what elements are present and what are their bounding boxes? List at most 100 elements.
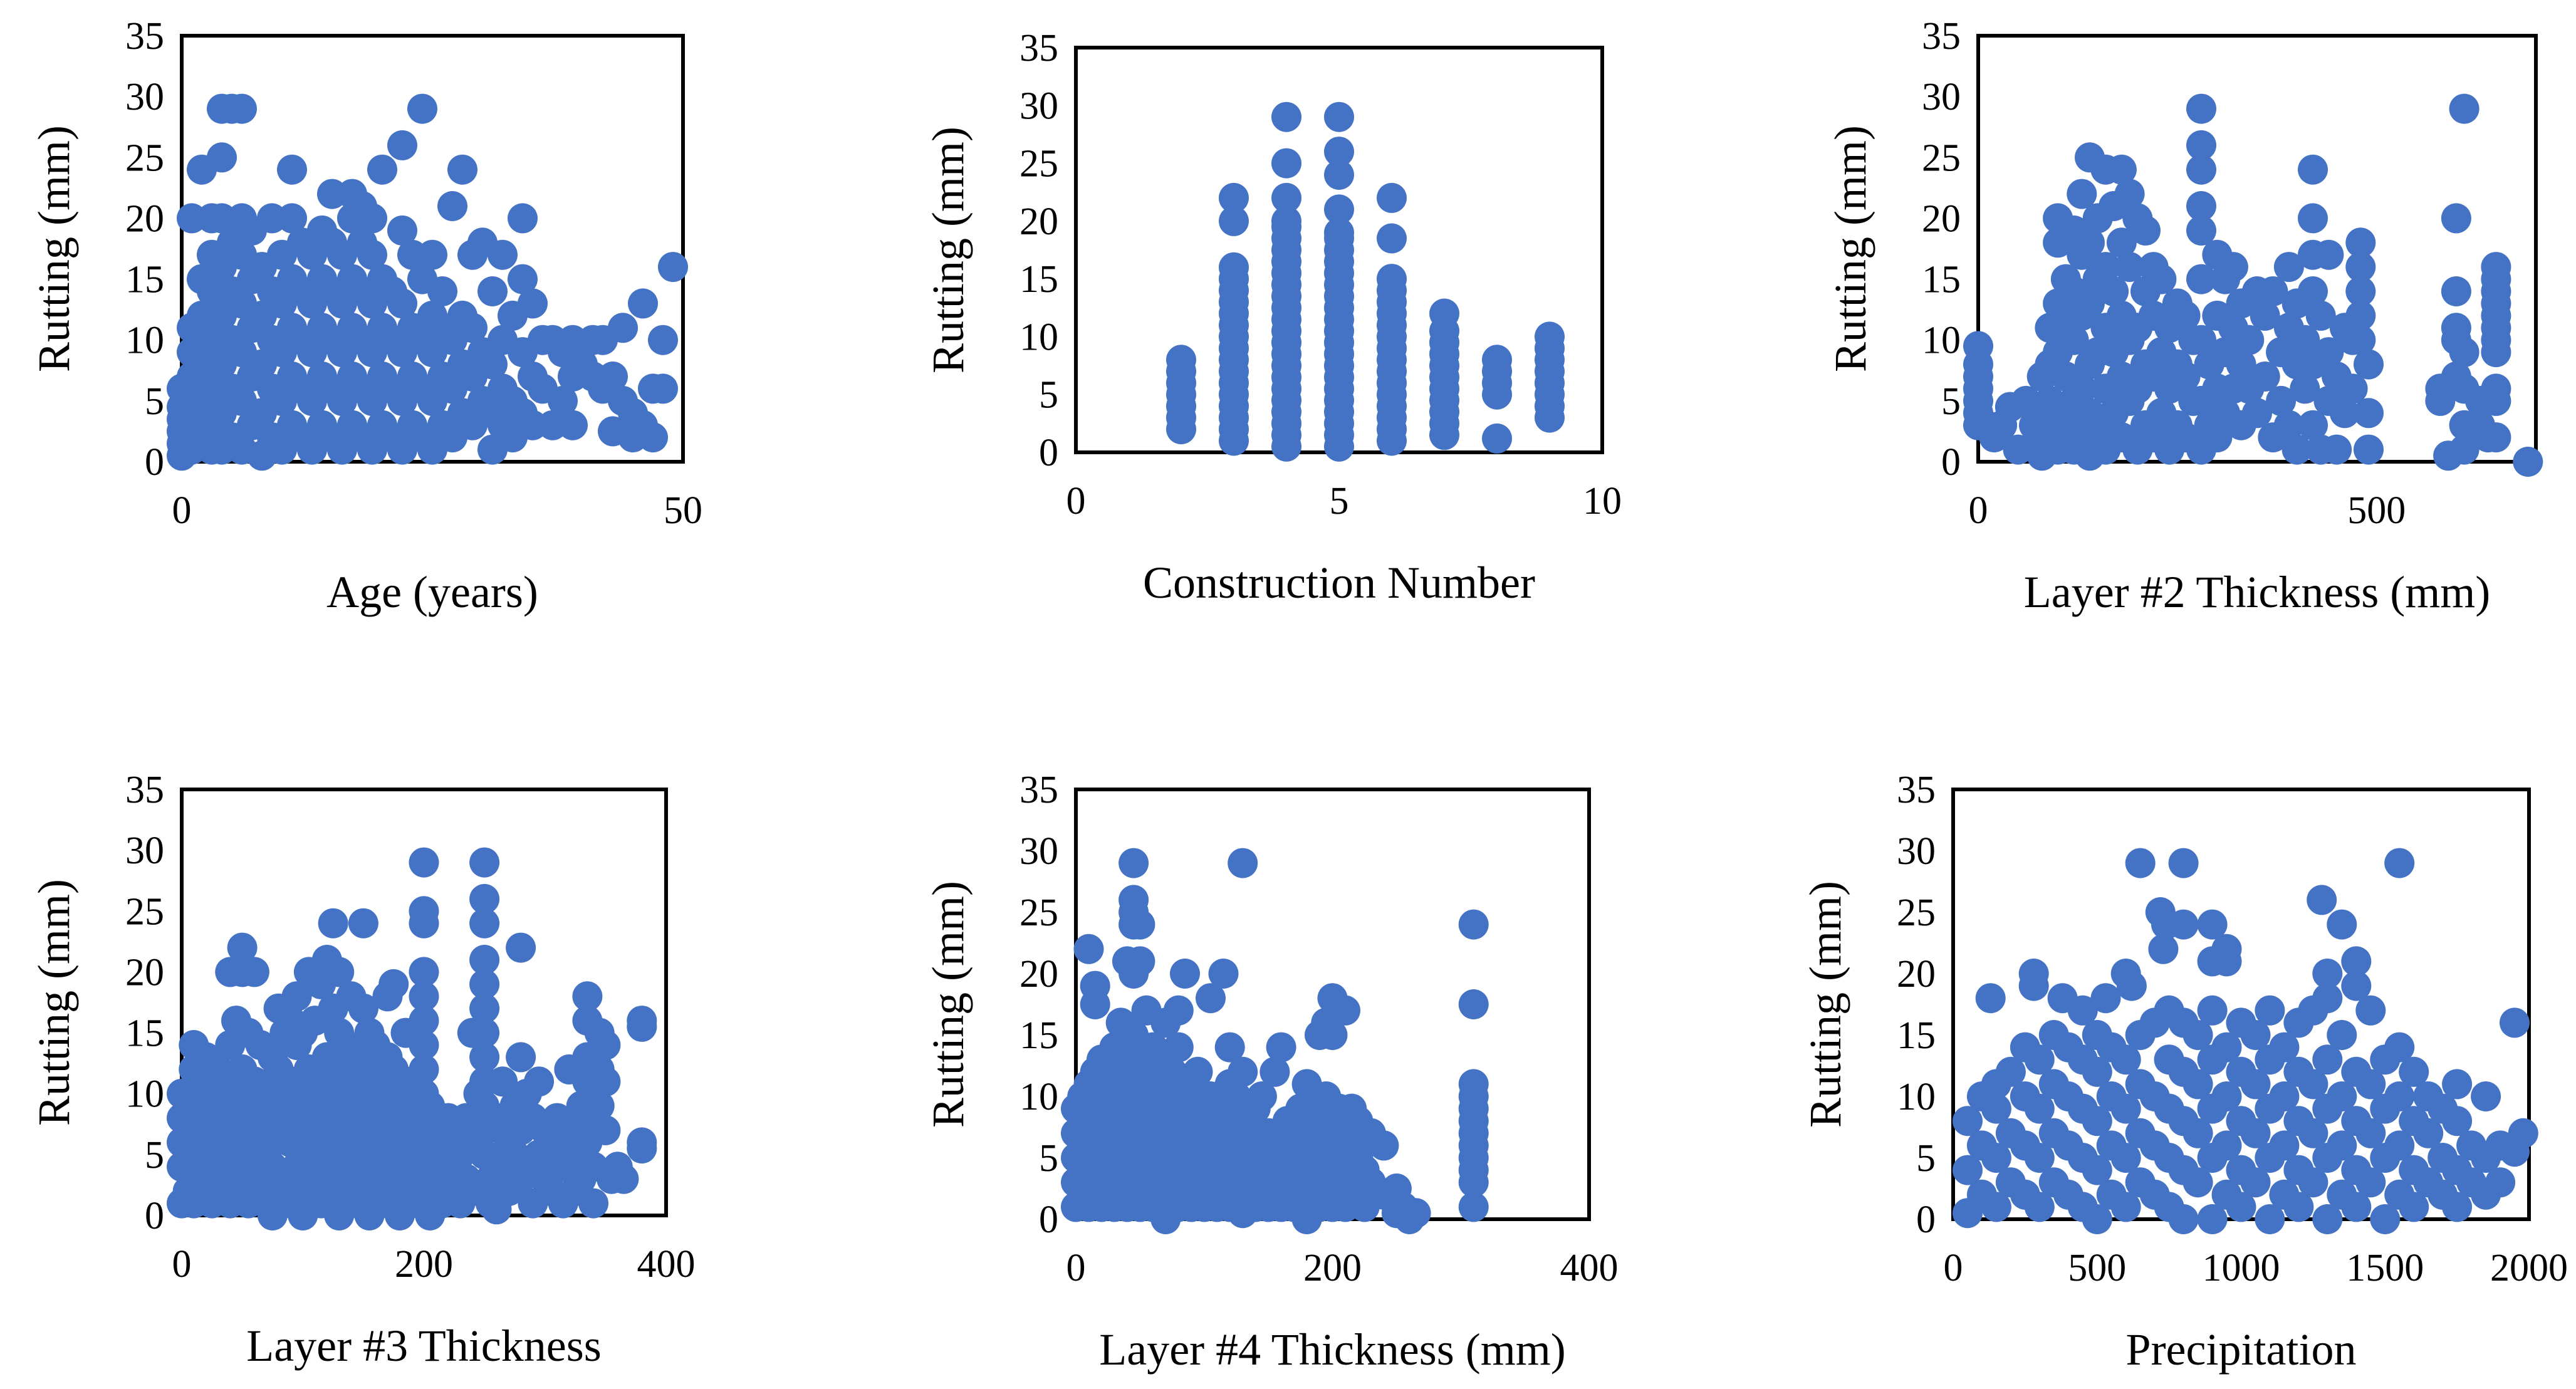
scatter-series [167, 93, 688, 471]
scatter-point [357, 239, 387, 270]
scatter-point [2003, 434, 2033, 465]
scatter-point [2250, 362, 2280, 392]
scatter-point [1080, 989, 1110, 1019]
scatter-point [2090, 983, 2121, 1014]
x-tick-label: 2000 [2490, 1247, 2568, 1289]
scatter-point [2298, 410, 2328, 440]
scatter-point [608, 1163, 639, 1194]
y-tick-label: 25 [1922, 137, 1961, 179]
scatter-point [2110, 1044, 2141, 1075]
scatter-point [1271, 101, 1301, 132]
scatter-point [2399, 1192, 2429, 1222]
scatter-point [2018, 970, 2049, 1001]
x-tick-label: 0 [172, 489, 192, 532]
scatter-point [2442, 1192, 2473, 1222]
y-tick-label: 10 [1897, 1076, 1936, 1118]
scatter-point [2327, 1020, 2357, 1050]
scatter-point [469, 908, 500, 939]
scatter-point [207, 142, 237, 173]
scatter-point [2110, 1093, 2141, 1124]
scatter-point [2082, 1056, 2112, 1087]
x-tick-label: 0 [172, 1243, 192, 1286]
scatter-point [2186, 325, 2216, 355]
y-tick-label: 25 [1019, 143, 1058, 185]
scatter-point [590, 1066, 621, 1097]
y-tick-label: 30 [125, 830, 164, 872]
scatter-point [2355, 1069, 2386, 1100]
x-tick-label: 0 [1944, 1247, 1963, 1289]
scatter-point [2024, 1143, 2055, 1173]
y-tick-label: 30 [1922, 76, 1961, 118]
scatter-point [378, 969, 409, 999]
scatter-point [2130, 215, 2161, 246]
chart-panel-4: 0 5 10 15 20 25 30 35 0 200 400 Layer #3 Thickness R… [29, 769, 696, 1371]
x-tick-label: 10 [1583, 480, 1622, 523]
scatter-point [2354, 434, 2384, 465]
scatter-point [2500, 1007, 2530, 1038]
scatter-point [2146, 264, 2177, 294]
scatter-point [2449, 93, 2480, 124]
scatter-point [1182, 1056, 1213, 1087]
scatter-point [2441, 203, 2471, 234]
y-tick-label: 10 [1922, 320, 1961, 362]
plot-frame [1976, 34, 2538, 464]
scatter-point [2106, 154, 2137, 185]
scatter-point [2341, 1192, 2372, 1222]
scatter-point [1166, 345, 1196, 375]
scatter-point [387, 130, 417, 160]
x-tick-label: 1000 [2203, 1247, 2280, 1289]
scatter-point [2182, 1069, 2213, 1100]
scatter-point [2269, 1081, 2300, 1111]
scatter-point [281, 981, 312, 1012]
scatter-point [469, 993, 500, 1024]
scatter-point [1953, 1106, 1983, 1137]
scatter-point [2413, 1118, 2444, 1148]
scatter-point [1163, 1032, 1194, 1063]
scatter-series [1166, 101, 1565, 462]
scatter-point [2226, 1192, 2256, 1222]
scatter-point [548, 385, 578, 416]
scatter-point [2312, 983, 2343, 1014]
scatter-point [2266, 385, 2297, 416]
scatter-point [2211, 1032, 2242, 1063]
scatter-point [1535, 321, 1565, 352]
y-tick-label: 0 [1039, 1199, 1058, 1241]
scatter-point [2168, 848, 2199, 878]
scatter-point [469, 1017, 500, 1048]
scatter-point [2341, 970, 2372, 1001]
scatter-point [2298, 203, 2328, 234]
scatter-point [2110, 1192, 2141, 1222]
scatter-point [1259, 1056, 1290, 1087]
scatter-point [2024, 1192, 2055, 1222]
y-axis-title: Rutting (mm) [29, 879, 79, 1126]
x-tick-label: 500 [2068, 1247, 2126, 1289]
scatter-point [2186, 191, 2216, 221]
y-tick-label: 35 [125, 15, 164, 58]
x-axis-title: Construction Number [1143, 558, 1535, 608]
scatter-point [2327, 909, 2357, 940]
scatter-point [2345, 276, 2376, 306]
scatter-point [2283, 1192, 2314, 1222]
scatter-point [2240, 1020, 2271, 1050]
y-tick-label: 15 [1897, 1014, 1936, 1057]
x-tick-label: 50 [664, 489, 702, 532]
scatter-point [2110, 1143, 2141, 1173]
scatter-point [2307, 885, 2337, 915]
scatter-point [1125, 946, 1155, 977]
scatter-point [1324, 137, 1354, 167]
scatter-point [2449, 337, 2480, 368]
y-tick-label: 0 [145, 1195, 164, 1237]
scatter-point [508, 264, 538, 294]
scatter-point [409, 1030, 439, 1060]
y-tick-label: 10 [125, 320, 164, 362]
y-tick-label: 25 [125, 890, 164, 933]
y-tick-label: 10 [1019, 316, 1058, 358]
scatter-point [2442, 1106, 2473, 1137]
scatter-point [457, 313, 488, 343]
scatter-point [2442, 1069, 2473, 1100]
scatter-point [2168, 1204, 2199, 1234]
scatter-point [2075, 227, 2105, 258]
scatter-point [409, 1054, 439, 1085]
scatter-point [409, 1006, 439, 1036]
